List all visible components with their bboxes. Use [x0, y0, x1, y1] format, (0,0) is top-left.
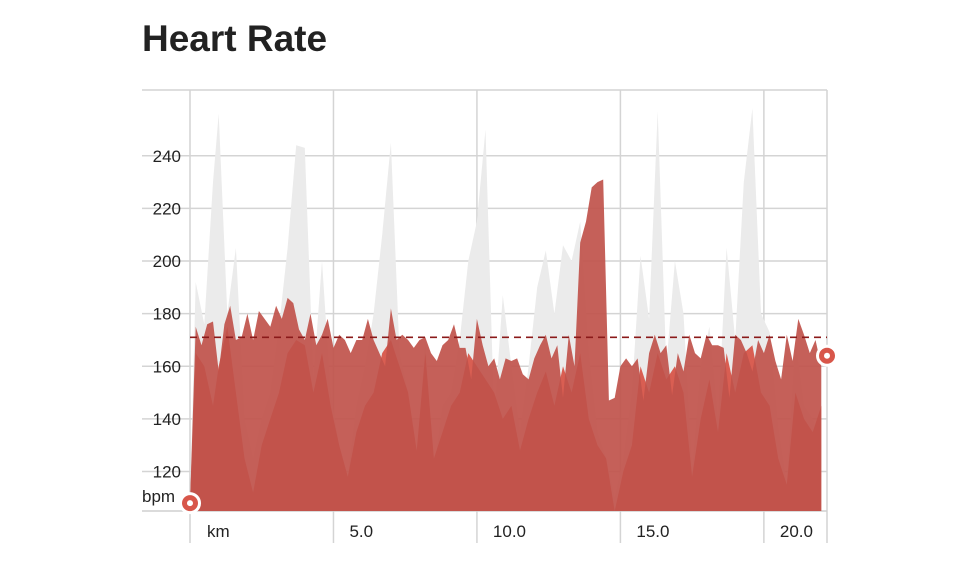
x-tick-label: 20.0 — [780, 522, 813, 541]
y-tick-label: 120 — [153, 463, 181, 482]
chart-axes: 120 140 160 180 200 220 240 5.0 10.0 15.0 20.0 — [153, 147, 813, 541]
y-unit-label: bpm — [142, 487, 175, 506]
y-tick-label: 180 — [153, 305, 181, 324]
marker-center — [824, 352, 830, 359]
x-unit-label: km — [207, 522, 230, 541]
y-tick-label: 200 — [153, 252, 181, 271]
primary-area-series — [190, 179, 822, 511]
x-tick-label: 10.0 — [493, 522, 526, 541]
chart-areas — [190, 108, 822, 512]
y-tick-label: 160 — [153, 357, 181, 376]
y-tick-label: 140 — [153, 410, 181, 429]
x-tick-label: 15.0 — [636, 522, 669, 541]
x-tick-label: 5.0 — [349, 522, 373, 541]
chart-markers — [179, 344, 838, 515]
y-tick-label: 240 — [153, 147, 181, 166]
chart-title: Heart Rate — [142, 18, 328, 59]
y-tick-label: 220 — [153, 199, 181, 218]
marker-center — [187, 500, 193, 507]
